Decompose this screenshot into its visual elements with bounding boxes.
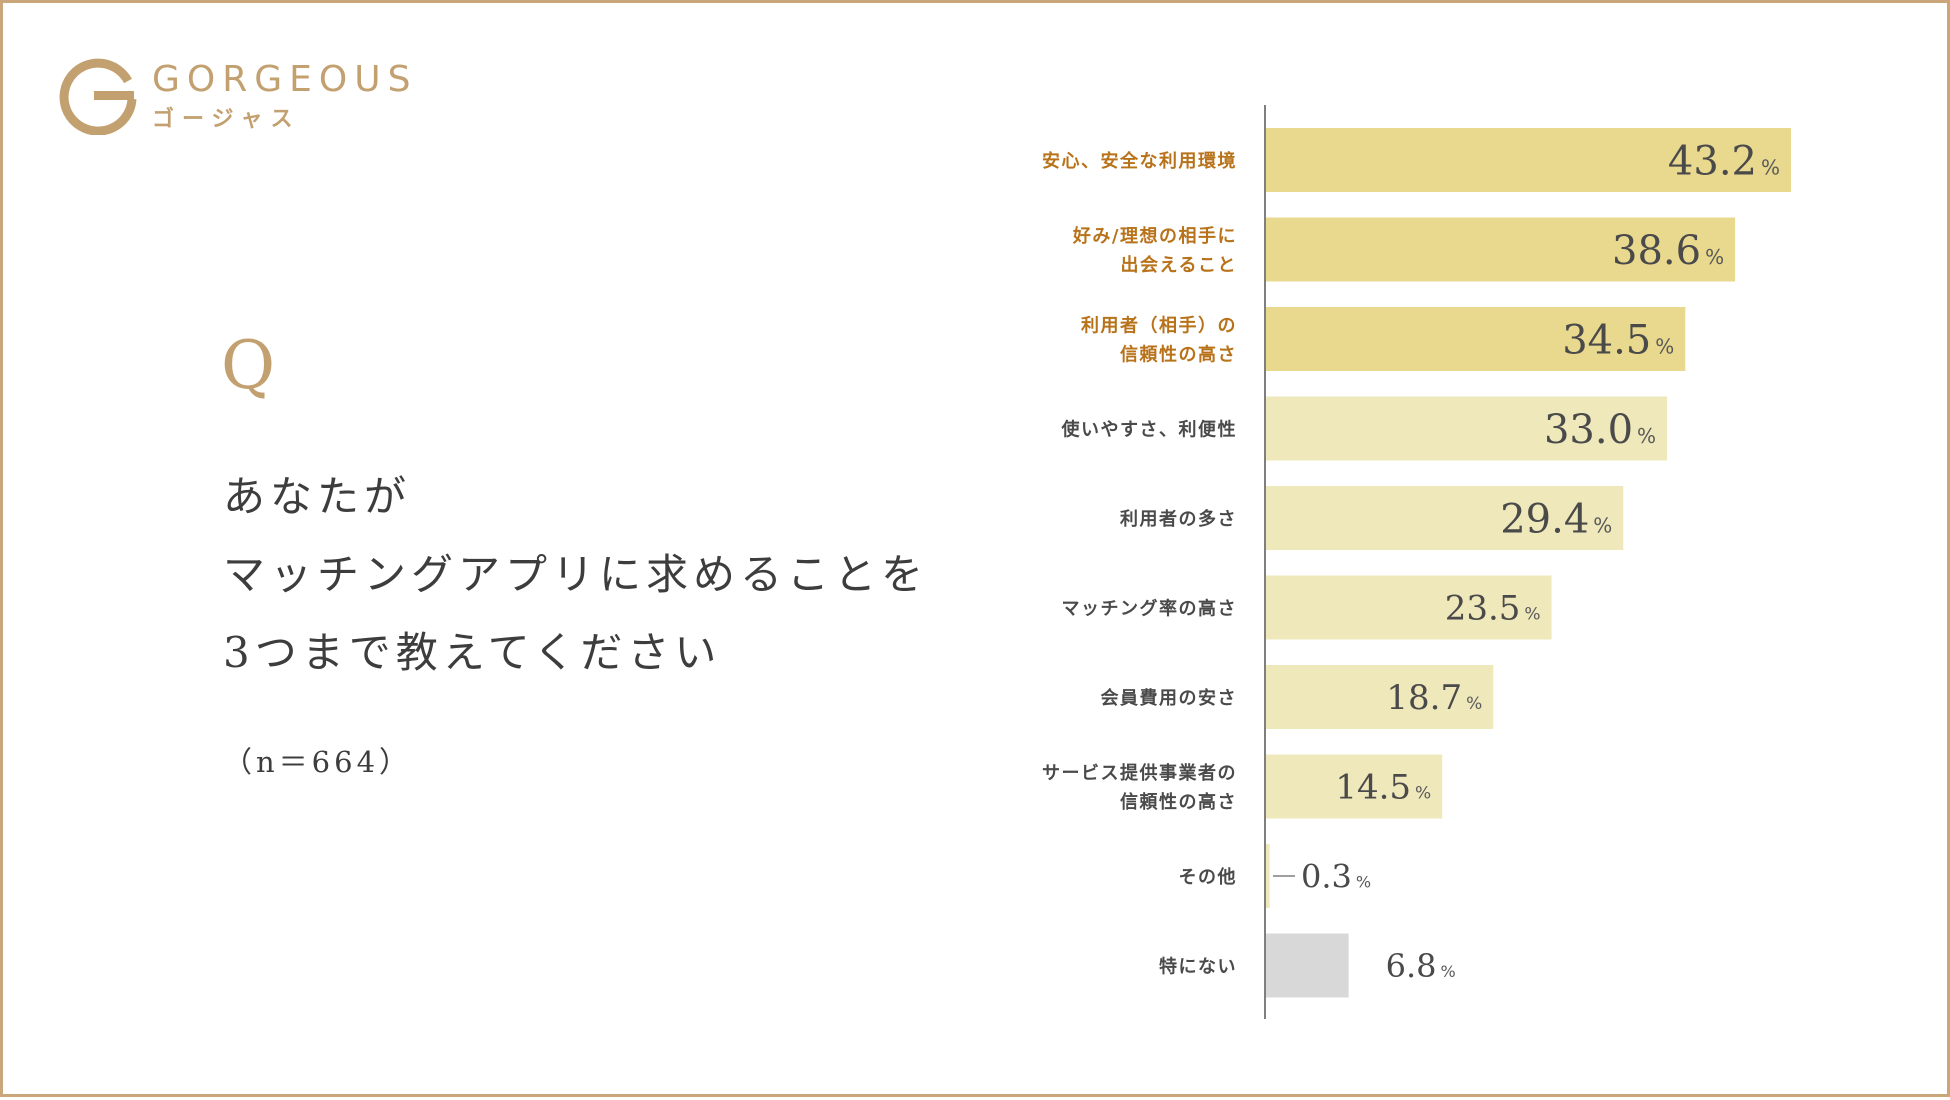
bar [1266,754,1443,819]
brand-name: GORGEOUS [152,59,418,100]
category-label: 利用者の多さ [1120,508,1237,530]
category-label: その他 [1179,866,1238,888]
bar [1266,665,1494,729]
category-label: サービス提供事業者の [1042,762,1237,784]
value-label: 14.5% [1335,768,1431,808]
bar [1266,844,1270,908]
value-label: 33.0% [1544,407,1656,453]
category-label: 信頼性の高さ [1120,791,1237,813]
bar [1266,486,1624,550]
category-label: 出会えること [1121,254,1237,276]
value-label: 43.2% [1668,138,1780,184]
value-label: 34.5% [1562,317,1674,363]
category-label: 特にない [1159,956,1237,978]
question-line: 3つまで教えてください [223,628,722,677]
question-mark-label: Q [221,327,276,404]
question-text: あなたが マッチングアプリに求めることを 3つまで教えてください [223,458,928,692]
value-label: 6.8% [1386,947,1456,985]
value-label: 18.7% [1386,678,1482,718]
bar [1266,575,1552,640]
category-label: 好み/理想の相手に [1072,225,1237,247]
category-label: 使いやすさ、利便性 [1061,419,1238,441]
value-label: 23.5% [1445,589,1541,629]
bar [1266,128,1791,192]
category-label: マッチング率の高さ [1062,598,1238,620]
category-label: 安心、安全な利用環境 [1042,150,1237,172]
category-label: 会員費用の安さ [1101,687,1238,709]
question-line: あなたが [223,472,412,521]
value-label: 29.4% [1500,496,1612,542]
bar [1266,217,1736,282]
bar [1266,396,1668,461]
category-label: 利用者（相手）の [1081,315,1237,337]
category-label: 信頼性の高さ [1120,344,1237,366]
gorgeous-g-logo-icon [59,58,137,135]
sample-size: （n＝664） [223,745,413,779]
brand-logo: GORGEOUS ゴージャス [58,55,410,135]
value-label: 0.3% [1301,858,1371,896]
question-line: マッチングアプリに求めることを [223,550,929,599]
value-label: 38.6% [1612,228,1724,274]
brand-kana: ゴージャス [152,107,301,132]
bar [1266,307,1686,371]
bar [1266,933,1349,998]
